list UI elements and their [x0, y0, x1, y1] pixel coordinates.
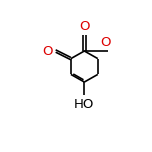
Text: O: O [42, 45, 53, 57]
Text: O: O [79, 20, 90, 33]
Text: O: O [100, 36, 111, 49]
Text: HO: HO [74, 98, 95, 111]
